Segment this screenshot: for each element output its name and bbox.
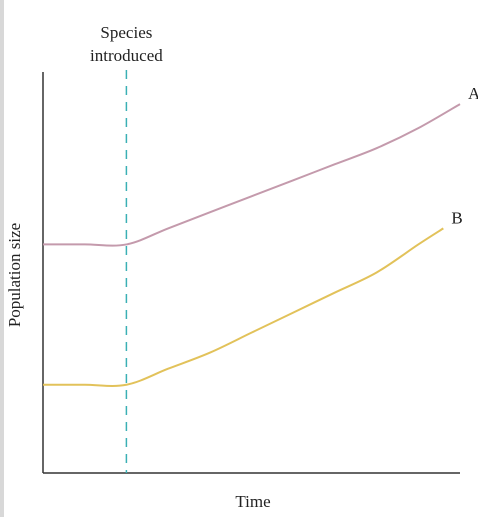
y-axis-label: Population size [5, 223, 24, 327]
annotation-line-2: introduced [90, 46, 163, 65]
series-label-b: B [451, 208, 462, 227]
axes [42, 72, 460, 474]
series-label-a: A [468, 84, 478, 103]
annotation-line-1: Species [100, 23, 152, 42]
x-axis-label: Time [235, 492, 270, 511]
left-edge-strip [0, 0, 4, 517]
series-line-a [43, 103, 461, 247]
series-layer: AB [42, 84, 478, 387]
series-line-b [42, 227, 444, 387]
